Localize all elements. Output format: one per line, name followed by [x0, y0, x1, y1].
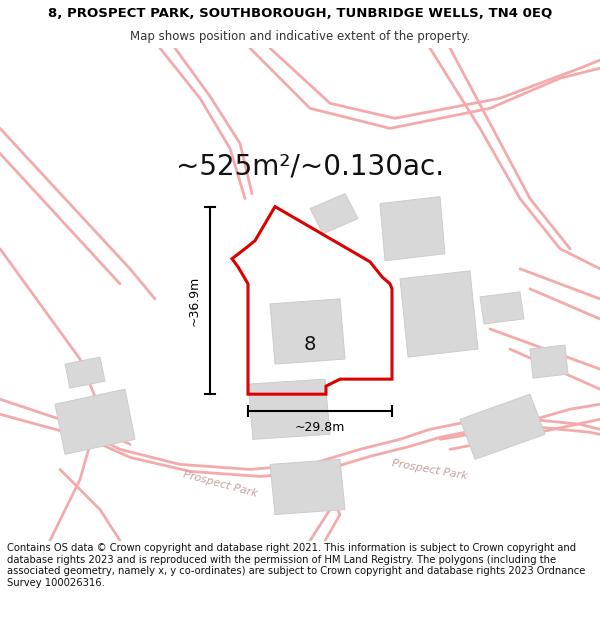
Polygon shape — [310, 194, 358, 234]
Polygon shape — [65, 357, 105, 388]
Text: 8, PROSPECT PARK, SOUTHBOROUGH, TUNBRIDGE WELLS, TN4 0EQ: 8, PROSPECT PARK, SOUTHBOROUGH, TUNBRIDG… — [48, 7, 552, 20]
Text: Prospect Park: Prospect Park — [182, 470, 259, 499]
Polygon shape — [270, 459, 345, 514]
Text: ~29.8m: ~29.8m — [295, 421, 345, 434]
Polygon shape — [400, 271, 478, 357]
Text: Map shows position and indicative extent of the property.: Map shows position and indicative extent… — [130, 29, 470, 42]
Polygon shape — [270, 299, 345, 364]
Polygon shape — [460, 394, 545, 459]
Polygon shape — [248, 379, 330, 439]
Text: ~36.9m: ~36.9m — [187, 275, 200, 326]
Polygon shape — [530, 345, 568, 378]
Text: 8: 8 — [304, 334, 316, 354]
Polygon shape — [380, 197, 445, 261]
Text: Contains OS data © Crown copyright and database right 2021. This information is : Contains OS data © Crown copyright and d… — [7, 543, 586, 588]
Text: Prospect Park: Prospect Park — [391, 458, 469, 481]
Polygon shape — [55, 389, 135, 454]
Polygon shape — [480, 292, 524, 324]
Text: ~525m²/~0.130ac.: ~525m²/~0.130ac. — [176, 152, 444, 181]
